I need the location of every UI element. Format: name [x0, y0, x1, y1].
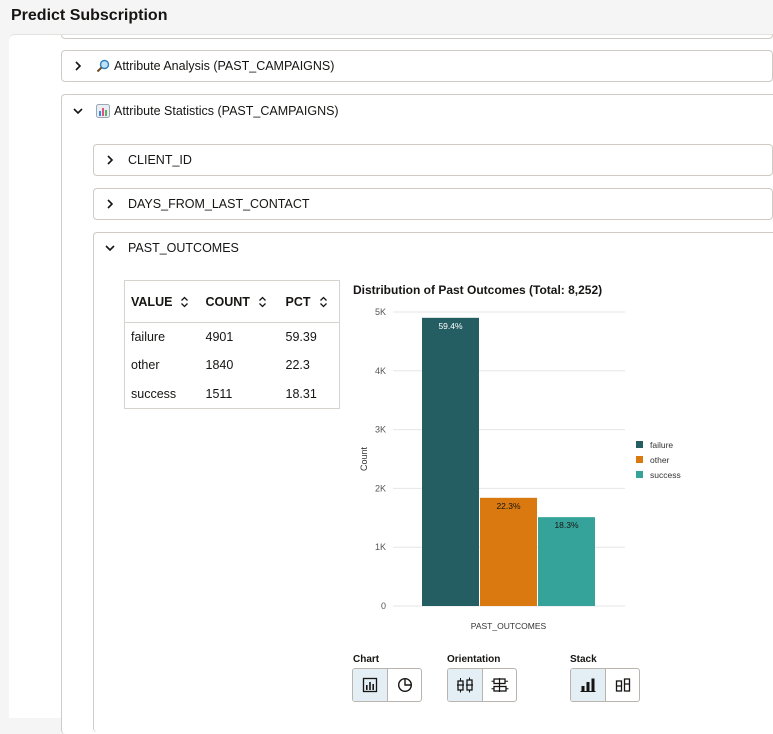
bar-chart: 0 1K 2K 3K 4K 5K Count 59.4% 22.3% 18.3% PAST_OUTC…	[359, 307, 681, 631]
column-header-pct[interactable]: PCT	[279, 280, 340, 323]
bar-chart-emoji-icon	[96, 104, 110, 118]
table-row: other 1840 22.3	[125, 351, 340, 380]
sort-icon	[181, 296, 189, 308]
bar-failure	[422, 317, 479, 606]
table-cell: 18.31	[285, 386, 317, 401]
stack-toggle	[570, 668, 640, 702]
bar-success	[538, 517, 595, 606]
data-label: 18.3%	[554, 520, 579, 530]
main-content: Attribute Analysis (PAST_CAMPAIGNS) Attr…	[9, 34, 773, 734]
client-id-header[interactable]: CLIENT_ID	[94, 145, 192, 175]
y-tick-label: 5K	[375, 307, 386, 317]
chart-control-label: Chart	[353, 654, 380, 665]
table-cell: 4901	[205, 330, 234, 344]
sort-icon	[319, 296, 327, 308]
table-cell: 59.39	[285, 330, 317, 344]
bar-chart-button[interactable]	[353, 669, 387, 701]
horizontal-bars-button[interactable]	[482, 669, 516, 701]
chart-type-toggle	[352, 668, 422, 702]
column-header-count[interactable]: COUNT	[199, 280, 280, 323]
bar-other	[480, 497, 537, 606]
attribute-statistics-label: Attribute Statistics (PAST_CAMPAIGNS)	[114, 104, 339, 118]
legend-swatch	[636, 456, 643, 463]
table-cell: failure	[131, 330, 166, 344]
table-cell: 1840	[205, 358, 234, 373]
table-cell: other	[131, 358, 160, 373]
y-tick-label: 4K	[375, 366, 386, 376]
attribute-analysis-label: Attribute Analysis (PAST_CAMPAIGNS)	[114, 59, 335, 73]
pie-chart-button[interactable]	[387, 669, 421, 701]
table-cell: 1511	[205, 386, 233, 401]
column-header-value[interactable]: VALUE	[124, 280, 200, 323]
unstacked-icon	[615, 678, 630, 692]
legend-swatch	[636, 471, 643, 478]
magnifier-icon	[96, 59, 110, 73]
chevron-down-icon	[104, 242, 116, 254]
table-header-row: VALUE COUNT PCT	[124, 280, 340, 323]
sort-icon	[258, 296, 266, 308]
client-id-label: CLIENT_ID	[128, 153, 192, 167]
client-id-panel: CLIENT_ID	[93, 144, 773, 176]
column-header-label: PCT	[285, 294, 311, 309]
days-from-last-contact-label: DAYS_FROM_LAST_CONTACT	[128, 197, 310, 211]
vertical-bars-icon	[457, 677, 473, 693]
table-row: success 1511 18.31	[125, 380, 340, 409]
y-axis-label: Count	[359, 447, 369, 472]
legend-label: other	[650, 455, 670, 465]
chevron-right-icon	[104, 154, 116, 166]
data-label: 22.3%	[496, 501, 521, 511]
unstacked-button[interactable]	[605, 669, 639, 701]
attribute-analysis-panel: Attribute Analysis (PAST_CAMPAIGNS)	[61, 50, 773, 82]
past-outcomes-header[interactable]: PAST_OUTCOMES	[94, 233, 239, 263]
horizontal-bars-icon	[491, 678, 508, 692]
stats-table: VALUE COUNT PCT failure 4901 59.39 other…	[124, 280, 340, 409]
pie-chart-icon	[397, 677, 412, 693]
table-cell: success	[131, 386, 177, 401]
orientation-control-label: Orientation	[447, 654, 501, 665]
orientation-toggle	[447, 668, 517, 702]
y-tick-label: 3K	[375, 425, 386, 435]
chart-title: Distribution of Past Outcomes (Total: 8,…	[353, 283, 603, 297]
stacked-icon	[580, 678, 596, 692]
y-tick-label: 0	[381, 601, 386, 611]
legend-label: failure	[650, 440, 673, 450]
stack-control-label: Stack	[570, 654, 597, 665]
chevron-down-icon	[72, 105, 84, 117]
column-header-label: COUNT	[205, 294, 250, 309]
stacked-button[interactable]	[571, 669, 605, 701]
days-from-last-contact-panel: DAYS_FROM_LAST_CONTACT	[93, 188, 773, 220]
page-title: Predict Subscription	[11, 7, 168, 24]
bar-chart-icon	[362, 677, 378, 693]
days-from-last-contact-header[interactable]: DAYS_FROM_LAST_CONTACT	[94, 189, 310, 219]
data-label: 59.4%	[438, 321, 463, 331]
table-cell: 22.3	[285, 358, 310, 373]
attribute-statistics-header[interactable]: Attribute Statistics (PAST_CAMPAIGNS)	[62, 96, 339, 126]
chevron-right-icon	[104, 198, 116, 210]
attribute-analysis-header[interactable]: Attribute Analysis (PAST_CAMPAIGNS)	[62, 51, 334, 81]
table-row: failure 4901 59.39	[125, 323, 340, 352]
x-axis-label: PAST_OUTCOMES	[471, 621, 547, 631]
past-outcomes-label: PAST_OUTCOMES	[128, 241, 239, 255]
column-header-label: VALUE	[131, 294, 173, 309]
legend-label: success	[650, 470, 681, 480]
y-tick-label: 2K	[375, 483, 386, 493]
collapsed-panel-stub	[61, 35, 773, 39]
legend-swatch	[636, 441, 643, 448]
vertical-bars-button[interactable]	[448, 669, 482, 701]
chevron-right-icon	[72, 60, 84, 72]
y-tick-label: 1K	[375, 542, 386, 552]
